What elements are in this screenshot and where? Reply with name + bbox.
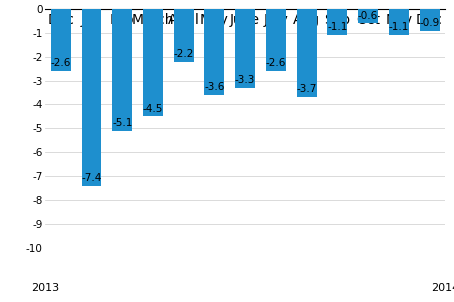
Bar [174,9,194,62]
Text: -3.6: -3.6 [204,82,225,92]
Text: -2.2: -2.2 [173,49,194,59]
Bar [389,9,409,35]
Text: -3.7: -3.7 [296,85,317,95]
Bar [358,9,378,23]
Text: -2.6: -2.6 [266,58,286,68]
Bar [235,9,255,88]
Text: -4.5: -4.5 [143,104,163,114]
Text: -3.3: -3.3 [235,75,255,85]
Bar [112,9,132,131]
Text: -5.1: -5.1 [112,118,133,128]
Bar [51,9,71,71]
Bar [204,9,224,95]
Bar [143,9,163,117]
Text: -2.6: -2.6 [50,58,71,68]
Bar [296,9,316,97]
Text: -1.1: -1.1 [389,22,409,32]
Text: -1.1: -1.1 [327,22,348,32]
Text: -7.4: -7.4 [81,173,102,183]
Bar [82,9,102,186]
Text: 2013: 2013 [31,283,59,293]
Text: 2014: 2014 [431,283,454,293]
Bar [266,9,286,71]
Text: -0.6: -0.6 [358,11,378,21]
Bar [419,9,439,31]
Bar [327,9,347,35]
Text: -0.9: -0.9 [419,18,439,28]
